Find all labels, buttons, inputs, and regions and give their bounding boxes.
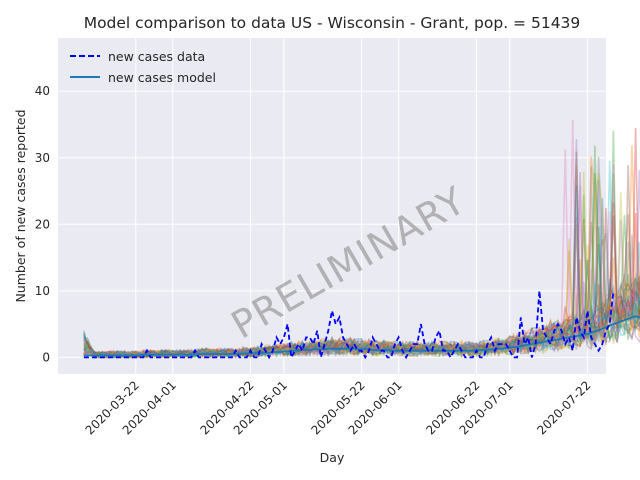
model-trajectory (83, 119, 640, 359)
legend-label-model: new cases model (108, 70, 216, 85)
model-trajectory (83, 286, 640, 359)
model-trajectory (83, 224, 640, 359)
model-trajectory (83, 302, 640, 359)
legend: new cases data new cases model (70, 49, 216, 85)
model-trajectory (83, 212, 640, 359)
y-axis-label: Number of new cases reported (13, 109, 28, 302)
model-trajectory (83, 145, 640, 357)
plot-area (58, 38, 606, 374)
legend-label-data: new cases data (108, 49, 205, 64)
series-lines (83, 290, 640, 361)
y-tick-label: 40 (35, 84, 50, 98)
model-trajectory (83, 259, 640, 358)
x-axis-label: Day (320, 450, 345, 465)
y-tick-label: 30 (35, 151, 50, 165)
y-tick-label: 0 (42, 350, 50, 364)
y-tick-label: 10 (35, 284, 50, 298)
model-trajectory (83, 217, 640, 359)
model-trajectory (83, 164, 640, 359)
y-tick-label: 20 (35, 217, 50, 231)
model-trajectory (83, 156, 640, 359)
model-trajectory (83, 139, 640, 359)
model-trajectory (83, 299, 640, 359)
series-line-model (83, 315, 640, 357)
model-trajectory (83, 202, 640, 359)
y-axis-ticks: 0 10 20 30 40 (35, 84, 50, 364)
x-tick-label: 2020-07-22 (534, 378, 593, 437)
series-line-data (83, 290, 615, 361)
grid (58, 38, 606, 374)
chart-title: Model comparison to data US - Wisconsin … (84, 14, 581, 32)
model-trajectory (83, 185, 640, 359)
model-trajectory (83, 151, 640, 358)
model-trajectory (83, 244, 640, 358)
model-trajectory (83, 130, 640, 358)
